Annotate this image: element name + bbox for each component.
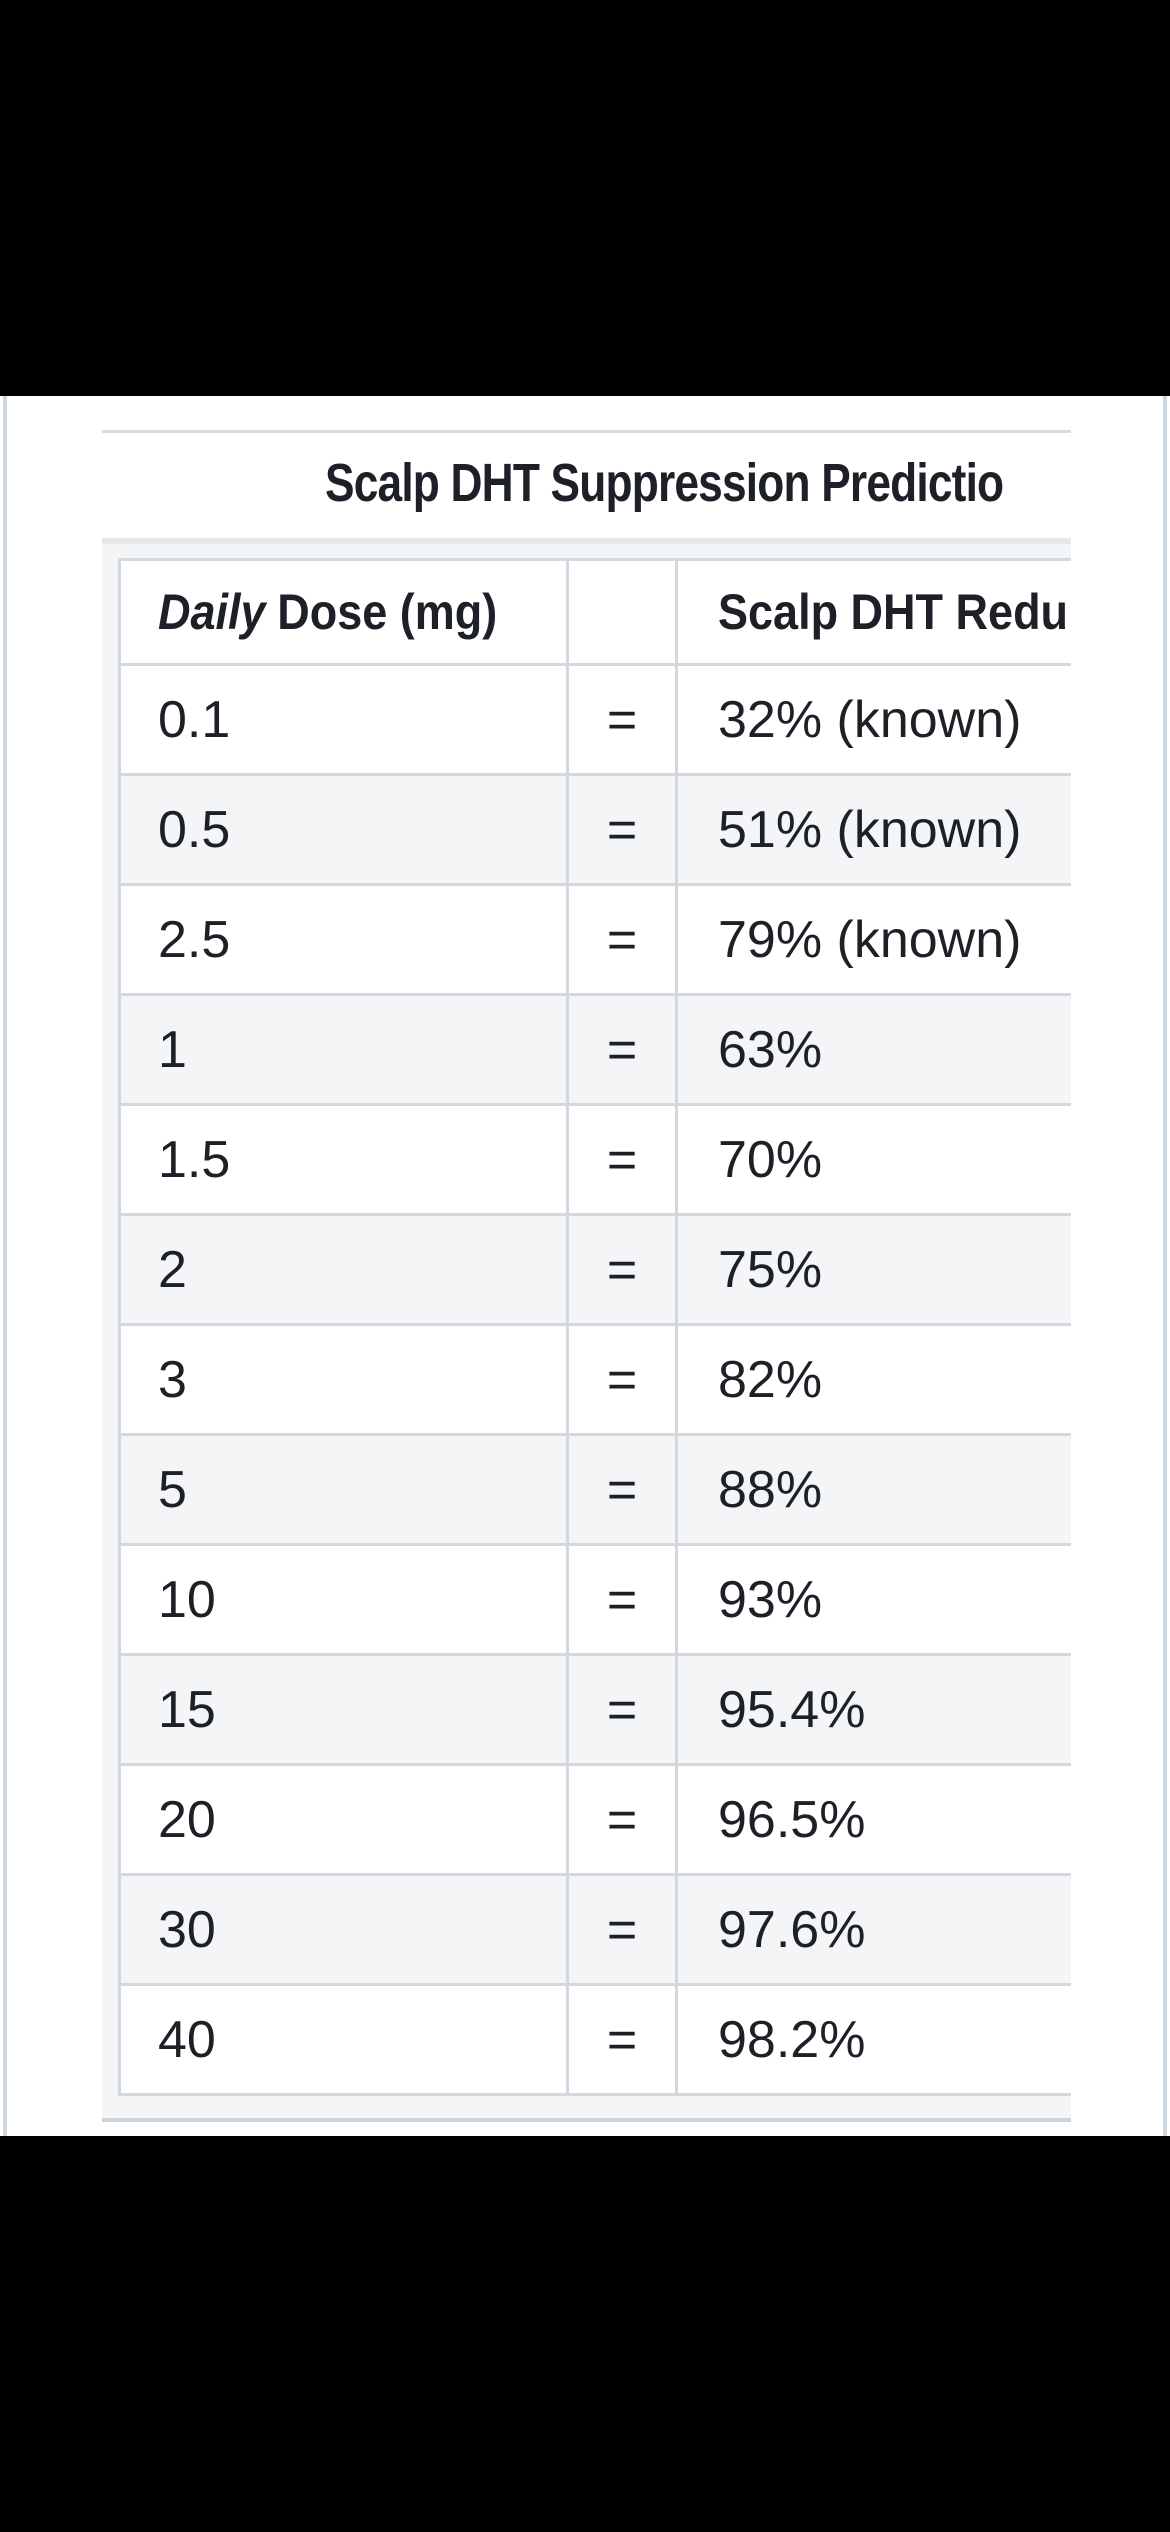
reduction-cell: 75% xyxy=(678,1216,1071,1326)
header-equals xyxy=(569,558,678,666)
reduction-cell: 93% xyxy=(678,1546,1071,1656)
dose-cell: 30 xyxy=(118,1876,569,1986)
dose-cell: 2.5 xyxy=(118,886,569,996)
dose-cell: 15 xyxy=(118,1656,569,1766)
document-sheet: Scalp DHT Suppression Predictio Daily Dos… xyxy=(0,396,1170,2136)
equals-cell: = xyxy=(569,1326,678,1436)
table-row: 20 = 96.5% xyxy=(118,1766,1071,1876)
sheet-left-edge-line xyxy=(3,396,7,2136)
table-row: 1.5 = 70% xyxy=(118,1106,1071,1216)
equals-cell: = xyxy=(569,886,678,996)
equals-cell: = xyxy=(569,1106,678,1216)
reduction-cell: 95.4% xyxy=(678,1656,1071,1766)
dose-cell: 40 xyxy=(118,1986,569,2096)
sheet-right-edge-line xyxy=(1163,396,1167,2136)
dose-cell: 10 xyxy=(118,1546,569,1656)
equals-cell: = xyxy=(569,1216,678,1326)
dose-cell: 1 xyxy=(118,996,569,1106)
document-content: Scalp DHT Suppression Predictio Daily Dos… xyxy=(102,430,1071,2122)
table-row: 0.1 = 32% (known) xyxy=(118,666,1071,776)
dose-response-table: Daily Dose (mg) Scalp DHT Redu 0.1 = 32% … xyxy=(118,558,1071,2096)
equals-cell: = xyxy=(569,776,678,886)
dose-cell: 5 xyxy=(118,1436,569,1546)
reduction-cell: 82% xyxy=(678,1326,1071,1436)
header-reduction: Scalp DHT Redu xyxy=(678,558,1071,666)
top-letterbox xyxy=(0,0,1170,396)
table-row: 5 = 88% xyxy=(118,1436,1071,1546)
page-title: Scalp DHT Suppression Predictio xyxy=(325,453,1004,513)
equals-cell: = xyxy=(569,996,678,1106)
header-reduction-text: Scalp DHT Redu xyxy=(718,584,1069,640)
header-dose-rest: Dose (mg) xyxy=(277,584,498,640)
reduction-cell: 98.2% xyxy=(678,1986,1071,2096)
table-row: 10 = 93% xyxy=(118,1546,1071,1656)
reduction-cell: 70% xyxy=(678,1106,1071,1216)
table-scroll-container[interactable]: Daily Dose (mg) Scalp DHT Redu 0.1 = 32% … xyxy=(102,538,1071,2122)
reduction-cell: 79% (known) xyxy=(678,886,1071,996)
bottom-letterbox xyxy=(0,2136,1170,2532)
table-row: 2.5 = 79% (known) xyxy=(118,886,1071,996)
equals-cell: = xyxy=(569,1436,678,1546)
header-dose-italic: Daily xyxy=(158,584,266,640)
reduction-cell: 88% xyxy=(678,1436,1071,1546)
reduction-cell: 32% (known) xyxy=(678,666,1071,776)
reduction-cell: 97.6% xyxy=(678,1876,1071,1986)
equals-cell: = xyxy=(569,1876,678,1986)
dose-cell: 1.5 xyxy=(118,1106,569,1216)
reduction-cell: 51% (known) xyxy=(678,776,1071,886)
dose-cell: 0.5 xyxy=(118,776,569,886)
horizontal-rule-top xyxy=(102,430,1071,433)
equals-cell: = xyxy=(569,1546,678,1656)
dose-cell: 20 xyxy=(118,1766,569,1876)
table-header-row: Daily Dose (mg) Scalp DHT Redu xyxy=(118,558,1071,666)
table-row: 1 = 63% xyxy=(118,996,1071,1106)
table-holder: Daily Dose (mg) Scalp DHT Redu 0.1 = 32% … xyxy=(118,558,1071,2096)
dose-cell: 2 xyxy=(118,1216,569,1326)
dose-cell: 0.1 xyxy=(118,666,569,776)
equals-cell: = xyxy=(569,1986,678,2096)
table-row: 3 = 82% xyxy=(118,1326,1071,1436)
table-row: 30 = 97.6% xyxy=(118,1876,1071,1986)
header-dose: Daily Dose (mg) xyxy=(118,558,569,666)
table-row: 0.5 = 51% (known) xyxy=(118,776,1071,886)
table-row: 40 = 98.2% xyxy=(118,1986,1071,2096)
equals-cell: = xyxy=(569,1656,678,1766)
dose-cell: 3 xyxy=(118,1326,569,1436)
equals-cell: = xyxy=(569,666,678,776)
equals-cell: = xyxy=(569,1766,678,1876)
table-row: 2 = 75% xyxy=(118,1216,1071,1326)
reduction-cell: 96.5% xyxy=(678,1766,1071,1876)
table-row: 15 = 95.4% xyxy=(118,1656,1071,1766)
reduction-cell: 63% xyxy=(678,996,1071,1106)
